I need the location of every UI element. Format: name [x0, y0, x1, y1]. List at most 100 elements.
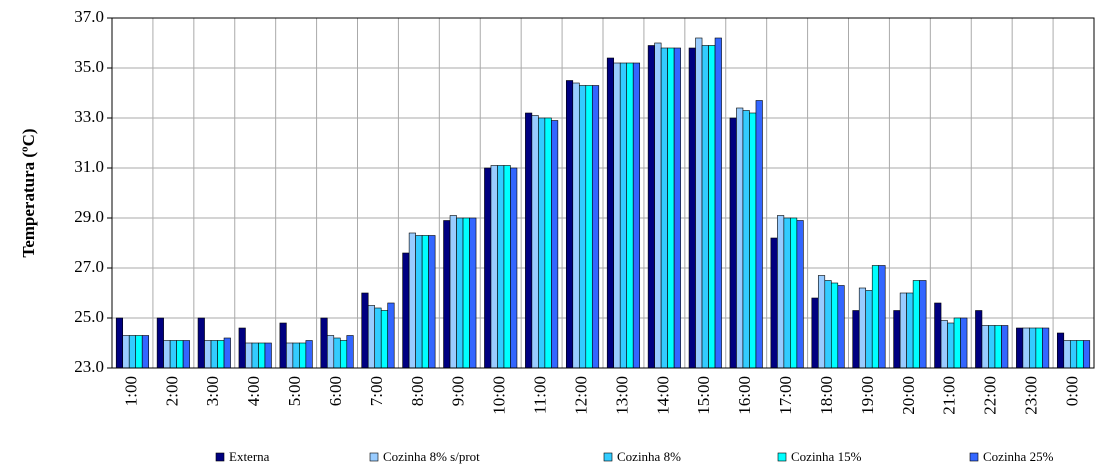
plot-border [111, 17, 1095, 369]
y-tick-label: 29.0 [74, 207, 104, 226]
bar [223, 337, 231, 369]
bar [858, 287, 867, 369]
bar [660, 47, 668, 369]
bar [374, 307, 382, 369]
bar [975, 310, 983, 369]
bar [286, 342, 294, 369]
legend-label: Cozinha 8% [617, 449, 681, 464]
bar [770, 237, 778, 369]
bar [960, 317, 968, 369]
x-tick-label: 7:00 [367, 376, 386, 406]
x-tick-label: 11:00 [531, 376, 550, 414]
x-tick-label: 4:00 [244, 376, 263, 406]
legend-swatch [603, 452, 613, 462]
bar [1063, 340, 1071, 369]
bar [156, 317, 164, 369]
bar [947, 322, 955, 369]
bar [585, 85, 593, 369]
bar [626, 62, 634, 369]
bar [647, 45, 655, 369]
bar [264, 342, 272, 369]
bar [934, 302, 942, 369]
bar [654, 42, 662, 369]
x-tick-label: 13:00 [612, 376, 631, 415]
bar [387, 302, 395, 369]
x-tick-label: 20:00 [899, 376, 918, 415]
y-tick-label: 33.0 [74, 107, 104, 126]
bar [565, 80, 574, 369]
bar [1029, 327, 1037, 369]
bar [497, 165, 505, 369]
bar [912, 280, 920, 369]
bar [906, 292, 914, 369]
bar [462, 217, 470, 369]
bar [777, 215, 785, 369]
bar [865, 290, 873, 369]
bar [402, 252, 410, 369]
bar [899, 292, 907, 369]
x-tick-label: 3:00 [203, 376, 222, 406]
bar [217, 340, 225, 369]
bar [578, 85, 587, 369]
bar [245, 342, 253, 369]
bar [837, 285, 845, 369]
bar [742, 110, 750, 369]
bar [333, 337, 341, 369]
bar [1001, 325, 1009, 369]
x-tick-label: 2:00 [162, 376, 181, 406]
legend-label: Cozinha 25% [983, 449, 1054, 464]
bar [128, 335, 137, 369]
bar [510, 167, 518, 369]
bar [503, 165, 511, 369]
bar [115, 317, 124, 369]
bar [1056, 332, 1065, 369]
bar [796, 220, 804, 369]
legend-label: Cozinha 15% [791, 449, 862, 464]
x-tick-label: 12:00 [571, 376, 590, 415]
bar [701, 45, 709, 369]
bar [551, 120, 559, 369]
bar [591, 85, 600, 369]
bar [346, 335, 354, 369]
bar [182, 340, 190, 369]
bar [204, 340, 212, 369]
bar [695, 37, 703, 369]
bar [428, 235, 436, 369]
bar [940, 320, 948, 369]
legend-swatch [369, 452, 379, 462]
x-tick-label: 0:00 [1062, 376, 1081, 406]
bar [783, 217, 791, 369]
y-tick-label: 35.0 [74, 57, 104, 76]
bar [673, 47, 681, 369]
bar [176, 340, 184, 369]
x-tick-label: 17:00 [776, 376, 795, 415]
legend-label: Externa [229, 449, 270, 464]
bar [667, 47, 675, 369]
bar [326, 335, 335, 369]
bar [538, 117, 546, 369]
legend-swatch [777, 452, 787, 462]
bar [852, 310, 860, 369]
bar [1035, 327, 1043, 369]
bar [817, 275, 826, 369]
legend-label: Cozinha 8% s/prot [383, 449, 480, 464]
bar [1082, 340, 1091, 369]
bar [708, 45, 716, 369]
y-tick-label: 27.0 [74, 257, 104, 276]
bar [135, 335, 143, 369]
bar [878, 265, 886, 369]
bar [755, 100, 763, 369]
bar [988, 325, 996, 369]
bar [484, 167, 492, 369]
bar [531, 115, 539, 369]
bar [238, 327, 246, 369]
bar [197, 317, 205, 369]
bar [606, 57, 615, 369]
bar [456, 217, 464, 369]
bar [830, 282, 839, 369]
bar [749, 112, 757, 369]
bar [443, 220, 451, 369]
bar [953, 317, 961, 369]
x-tick-label: 6:00 [326, 376, 345, 406]
